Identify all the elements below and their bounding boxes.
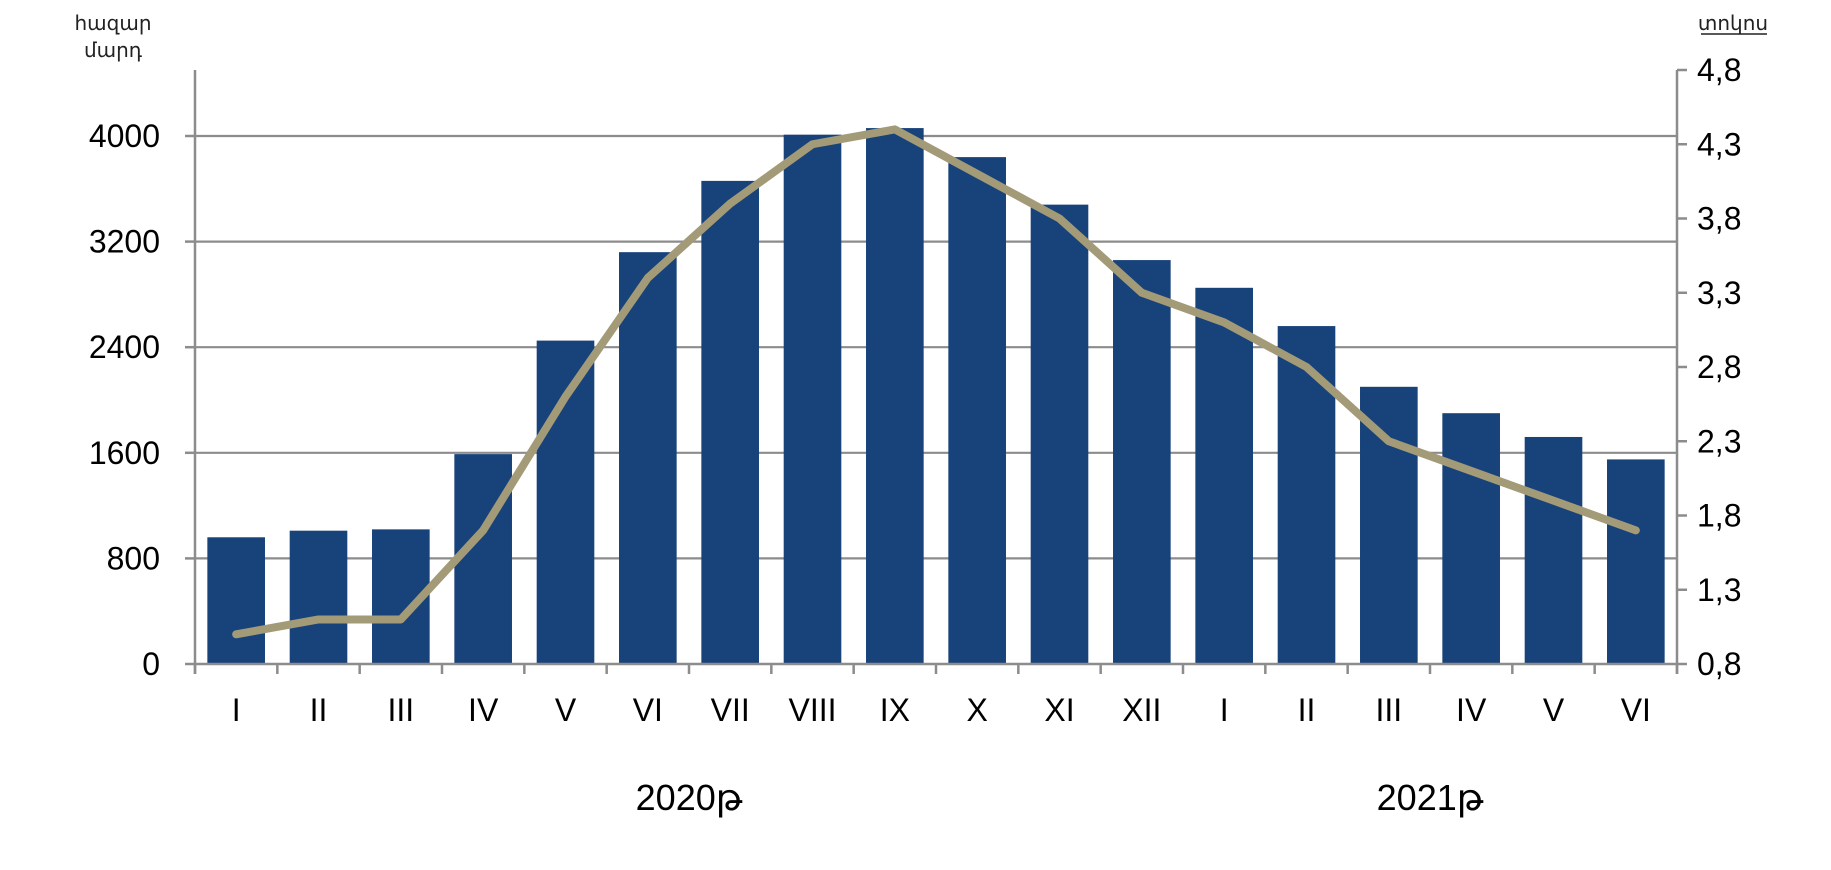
bar	[948, 157, 1006, 664]
axis-labels: 0 800 1600 2400 3200 4000 0,8 1,3 1,8 2,3 2,8 3,3 3,…	[89, 52, 1742, 818]
bar	[701, 180, 759, 664]
left-tick-label: 3200	[89, 224, 160, 260]
right-tick-label: 4,3	[1697, 126, 1741, 162]
x-tick-label: VII	[711, 692, 750, 728]
left-axis-unit-line1: հազար	[74, 11, 151, 35]
bar	[1360, 386, 1418, 664]
right-tick-label: 0,8	[1697, 646, 1741, 682]
x-tick-label: III	[1375, 692, 1402, 728]
bar	[866, 128, 924, 664]
x-tick-label: IV	[1456, 692, 1487, 728]
right-tick-label: 2,3	[1697, 423, 1741, 459]
left-axis-unit-line2: մարդ	[84, 38, 143, 62]
bar-series	[207, 128, 1665, 664]
x-tick-label: V	[1543, 692, 1565, 728]
right-tick-label: 3,8	[1697, 201, 1741, 237]
right-tick-label: 4,8	[1697, 52, 1741, 88]
bar	[783, 134, 842, 664]
right-tick-label: 2,8	[1697, 349, 1741, 385]
x-tick-label: II	[310, 692, 328, 728]
bar	[1607, 459, 1665, 664]
bar	[1030, 204, 1089, 664]
bar	[1113, 260, 1171, 664]
x-tick-label: VIII	[788, 692, 836, 728]
x-tick-label: V	[555, 692, 577, 728]
line-series	[232, 125, 1640, 639]
right-tick-label: 3,3	[1697, 275, 1741, 311]
right-axis-unit: տոկոս	[1698, 11, 1768, 35]
axes	[185, 68, 1687, 674]
x-tick-label: X	[966, 692, 987, 728]
right-tick-label: 1,3	[1697, 572, 1741, 608]
x-tick-label: VI	[1621, 692, 1651, 728]
year-label: 2021թ	[1377, 777, 1484, 818]
line-series-path	[232, 125, 1640, 639]
bar	[1442, 413, 1500, 664]
left-tick-label: 4000	[89, 118, 160, 154]
year-label: 2020թ	[636, 777, 743, 818]
x-tick-label: IV	[468, 692, 499, 728]
x-tick-label: I	[232, 692, 241, 728]
bar	[1277, 326, 1336, 664]
x-tick-label: VI	[633, 692, 663, 728]
bar	[454, 454, 512, 664]
bar	[1195, 287, 1253, 664]
left-tick-label: 0	[142, 646, 160, 682]
bar	[289, 530, 348, 664]
bar	[619, 252, 677, 664]
bar	[207, 537, 265, 664]
bar	[1524, 436, 1583, 664]
right-tick-label: 1,8	[1697, 498, 1741, 534]
left-tick-label: 800	[107, 540, 160, 576]
x-tick-label: I	[1220, 692, 1229, 728]
x-tick-label: IX	[880, 692, 910, 728]
left-tick-label: 1600	[89, 435, 160, 471]
x-tick-label: II	[1298, 692, 1316, 728]
left-tick-label: 2400	[89, 329, 160, 365]
bar	[536, 340, 595, 664]
x-tick-label: XII	[1122, 692, 1161, 728]
x-tick-label: III	[387, 692, 414, 728]
x-tick-label: XI	[1044, 692, 1074, 728]
